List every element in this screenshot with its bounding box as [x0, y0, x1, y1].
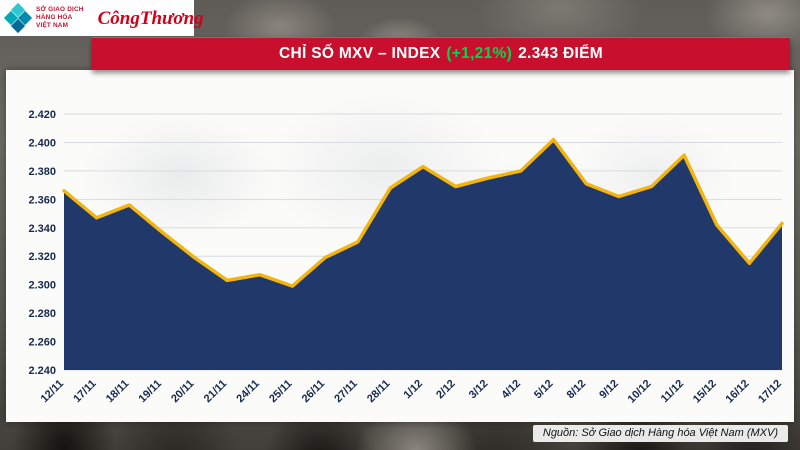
- x-tick-label: 17/11: [71, 378, 99, 406]
- x-tick-label: 1/12: [401, 378, 425, 402]
- mxv-logo-text: SỞ GIAO DỊCH HÀNG HÓA VIỆT NAM: [36, 6, 84, 30]
- x-tick-label: 16/12: [724, 378, 752, 406]
- index-line: [62, 137, 784, 288]
- chart-card: 2.240 2.260 2.280 2.300 2.320 2.340 2.360 2.380…: [6, 70, 794, 422]
- mxv-index-area-chart: 2.240 2.260 2.280 2.300 2.320 2.340 2.360 2.380…: [28, 109, 784, 406]
- x-tick-label: 8/12: [565, 378, 589, 402]
- x-tick-label: 3/12: [467, 378, 491, 402]
- source-caption: Nguồn: Sở Giao dịch Hàng hóa Việt Nam (M…: [532, 425, 788, 442]
- x-tick-label: 26/11: [300, 378, 328, 406]
- y-tick-label: 2.400: [28, 137, 56, 149]
- mxv-logo-icon: [3, 2, 33, 34]
- banner-index-value: 2.343 ĐIỂM: [518, 44, 603, 62]
- x-tick-label: 11/12: [659, 378, 687, 406]
- mxv-logo-line: HÀNG HÓA: [36, 14, 73, 21]
- x-tick-label: 20/11: [169, 378, 197, 406]
- x-tick-label: 17/12: [756, 378, 784, 406]
- y-tick-label: 2.420: [28, 109, 56, 121]
- y-tick-label: 2.280: [28, 308, 56, 320]
- banner-change-percent: (+1,21%): [446, 44, 513, 62]
- x-tick-label: 19/11: [136, 378, 164, 406]
- x-tick-label: 10/12: [626, 378, 654, 406]
- area-fill: [64, 139, 782, 370]
- y-tick-label: 2.380: [28, 166, 56, 178]
- y-tick-label: 2.340: [28, 223, 56, 235]
- y-tick-label: 2.300: [28, 280, 56, 292]
- logo-bar: SỞ GIAO DỊCH HÀNG HÓA VIỆT NAM CôngThươn…: [0, 0, 204, 36]
- x-tick-label: 4/12: [499, 378, 523, 402]
- banner-title: CHỈ SỐ MXV – INDEX: [279, 44, 441, 62]
- x-tick-label: 21/11: [202, 378, 230, 406]
- x-tick-label: 12/11: [39, 378, 67, 406]
- x-tick-label: 28/11: [365, 378, 393, 406]
- y-tick-label: 2.240: [28, 365, 56, 377]
- congthuong-logo: CôngThương: [97, 7, 204, 29]
- x-tick-label: 5/12: [532, 378, 556, 402]
- mxv-logo-line: SỞ GIAO DỊCH: [36, 6, 84, 13]
- x-tick-label: 24/11: [234, 378, 262, 406]
- y-tick-label: 2.260: [28, 337, 56, 349]
- x-tick-label: 27/11: [332, 378, 360, 406]
- title-banner: CHỈ SỐ MXV – INDEX (+1,21%) 2.343 ĐIỂM: [92, 37, 790, 70]
- y-tick-label: 2.320: [28, 251, 56, 263]
- x-tick-label: 18/11: [104, 378, 132, 406]
- mxv-logo-line: VIỆT NAM: [36, 22, 69, 29]
- x-tick-label: 2/12: [434, 378, 458, 402]
- x-tick-label: 9/12: [597, 378, 621, 402]
- x-tick-label: 15/12: [691, 378, 719, 406]
- x-tick-label: 25/11: [267, 378, 295, 406]
- y-tick-label: 2.360: [28, 194, 56, 206]
